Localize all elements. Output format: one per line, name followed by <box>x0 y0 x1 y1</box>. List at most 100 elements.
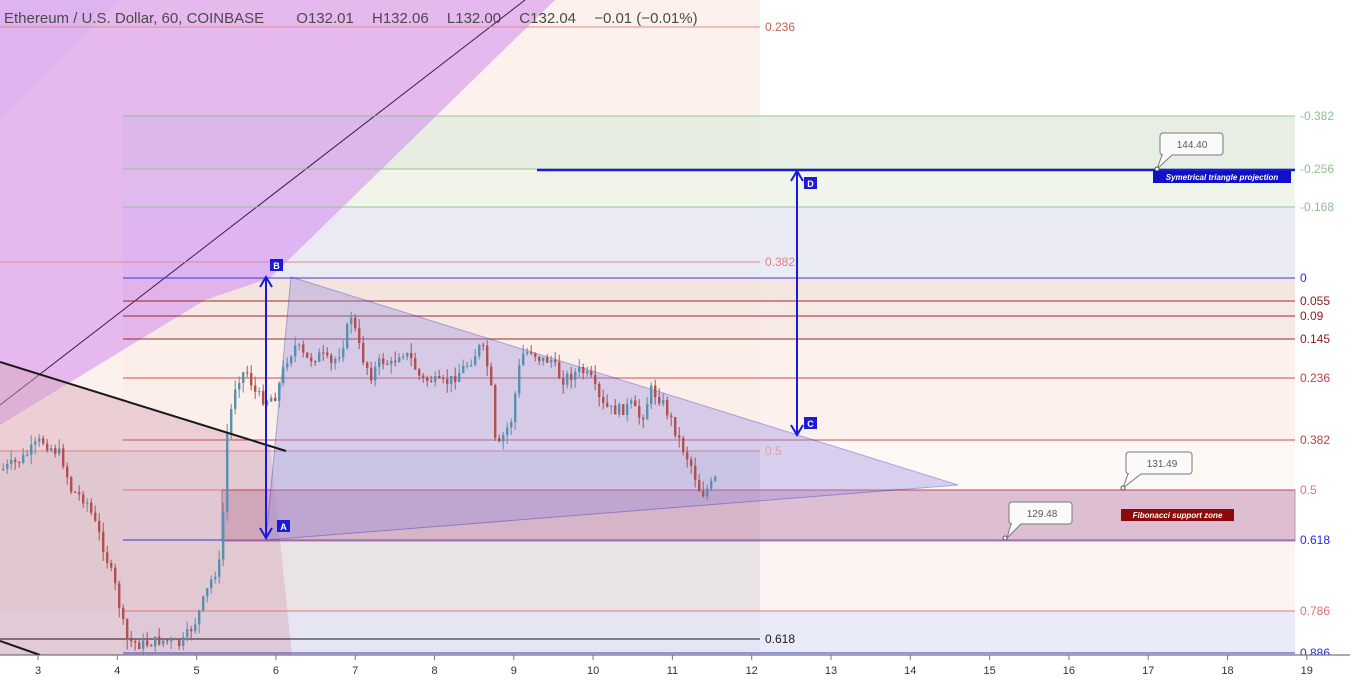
fibonacci-support-zone[interactable] <box>221 489 1296 542</box>
candle-body <box>346 324 349 349</box>
candle-body <box>618 404 621 415</box>
measured-move-arrows[interactable] <box>259 168 1295 540</box>
candle-body <box>338 357 341 359</box>
candle-body <box>234 389 237 409</box>
candle-body <box>246 372 249 374</box>
fib-label--0.382: -0.382 <box>1300 109 1334 123</box>
candle-body <box>102 531 105 553</box>
point-b-label: B <box>273 261 280 271</box>
candle-body <box>358 328 361 343</box>
symbol-header: Ethereum / U.S. Dollar, 60, COINBASE O13… <box>4 10 712 27</box>
candle-body <box>90 502 93 513</box>
candle-body <box>122 607 125 620</box>
x-tick-label-15: 15 <box>983 665 995 677</box>
x-tick-label-8: 8 <box>431 665 437 677</box>
point-c-label: C <box>807 419 814 429</box>
candle-body <box>542 357 545 362</box>
candle-body <box>606 402 609 407</box>
candle-body <box>638 406 641 418</box>
symbol-title: Ethereum / U.S. Dollar, 60, COINBASE <box>4 10 265 27</box>
candle-body <box>194 624 197 632</box>
candle-body <box>62 448 65 467</box>
x-tick-label-12: 12 <box>746 665 758 677</box>
candle-body <box>438 376 441 379</box>
candle-body <box>666 400 669 416</box>
candle-body <box>662 400 665 404</box>
candle-body <box>334 358 337 364</box>
callout-131-49: 131.49 <box>1147 459 1178 470</box>
candle-body <box>222 511 225 560</box>
candle-body <box>430 380 433 382</box>
fib-label-0: 0 <box>1300 271 1307 285</box>
candle-body <box>478 344 481 357</box>
candle-body <box>2 468 5 470</box>
price-callouts[interactable]: 144.40 131.49 129.48 <box>1002 132 1224 541</box>
candle-body <box>298 344 301 346</box>
callout-129-48: 129.48 <box>1027 509 1058 520</box>
candle-body <box>602 396 605 403</box>
candle-body <box>70 477 73 492</box>
candle-body <box>310 357 313 362</box>
x-tick-label-19: 19 <box>1301 665 1313 677</box>
candle-body <box>162 640 165 645</box>
candle-body <box>390 360 393 365</box>
descending-trendline[interactable] <box>0 361 287 452</box>
candle-body <box>366 362 369 369</box>
candle-body <box>118 583 121 608</box>
fib-label--0.256: -0.256 <box>1300 162 1334 176</box>
candle-body <box>518 365 521 394</box>
candle-body <box>26 454 29 456</box>
candle-body <box>286 363 289 368</box>
candle-body <box>10 459 13 464</box>
candle-body <box>578 367 581 372</box>
candle-body <box>174 639 177 641</box>
x-tick-label-3: 3 <box>35 665 41 677</box>
candle-body <box>190 629 193 632</box>
candle-body <box>658 397 661 404</box>
high-value: H132.06 <box>372 10 429 27</box>
candle-body <box>170 639 173 642</box>
candle-body <box>294 345 297 357</box>
x-tick-label-7: 7 <box>352 665 358 677</box>
candle-body <box>642 417 645 420</box>
candle-body <box>106 552 109 563</box>
candle-body <box>442 378 445 380</box>
candlesticks <box>2 311 717 657</box>
candle-body <box>526 351 529 354</box>
candle-body <box>482 344 485 346</box>
candle-body <box>626 403 629 415</box>
inner-fib-label-0.5: 0.5 <box>765 444 782 458</box>
candle-body <box>14 459 17 462</box>
candle-body <box>634 400 637 407</box>
candle-body <box>322 352 325 354</box>
candle-body <box>622 404 625 415</box>
fib-label-0.5: 0.5 <box>1300 483 1317 497</box>
candle-body <box>410 352 413 359</box>
candle-body <box>318 352 321 362</box>
symmetrical-triangle[interactable] <box>265 276 959 541</box>
candle-body <box>374 367 377 381</box>
candle-body <box>558 362 561 379</box>
candle-body <box>382 358 385 364</box>
chart-text-labels[interactable]: Symetrical triangle projection Fibonacci… <box>1121 171 1291 521</box>
candle-body <box>490 366 493 386</box>
candle-body <box>582 367 585 374</box>
candle-body <box>38 438 41 442</box>
candle-body <box>574 371 577 380</box>
candle-body <box>218 559 221 577</box>
candle-body <box>226 433 229 512</box>
candle-body <box>422 375 425 378</box>
fib-retracement-left[interactable] <box>0 450 760 655</box>
parallel-channel[interactable] <box>0 0 555 425</box>
candle-body <box>646 403 649 420</box>
candle-body <box>134 641 137 643</box>
candle-body <box>570 373 573 380</box>
candle-body <box>610 405 613 407</box>
candle-body <box>98 520 101 532</box>
candle-body <box>78 492 81 495</box>
candle-body <box>74 491 77 493</box>
candle-body <box>362 342 365 363</box>
x-tick-label-4: 4 <box>114 665 120 677</box>
candle-body <box>710 480 713 489</box>
